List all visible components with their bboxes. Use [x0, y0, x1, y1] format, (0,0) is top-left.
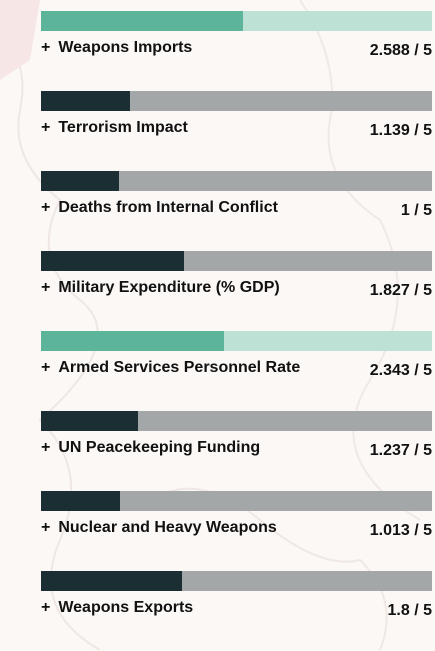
score-bar-fill — [41, 251, 184, 271]
score-bar — [41, 171, 432, 191]
indicator-armed-services-personnel[interactable]: + Armed Services Personnel Rate 2.343 / 5 — [41, 331, 432, 411]
indicator-score: 1 / 5 — [400, 202, 432, 219]
indicator-row: + Military Expenditure (% GDP) 1.827 / 5 — [41, 279, 432, 299]
indicator-label-text: Weapons Imports — [58, 39, 193, 56]
indicator-label[interactable]: + Deaths from Internal Conflict — [41, 199, 278, 217]
score-bar — [41, 11, 432, 31]
indicator-score: 1.013 / 5 — [369, 522, 432, 539]
indicator-score: 2.588 / 5 — [369, 42, 432, 59]
plus-icon[interactable]: + — [41, 599, 51, 616]
score-bar — [41, 91, 432, 111]
indicator-military-expenditure[interactable]: + Military Expenditure (% GDP) 1.827 / 5 — [41, 251, 432, 331]
indicator-label-text: Nuclear and Heavy Weapons — [58, 519, 277, 536]
plus-icon[interactable]: + — [41, 39, 51, 56]
plus-icon[interactable]: + — [41, 279, 51, 296]
indicator-score: 1.237 / 5 — [369, 442, 432, 459]
indicator-score: 1.827 / 5 — [369, 282, 432, 299]
indicator-label[interactable]: + Armed Services Personnel Rate — [41, 359, 300, 377]
indicator-label[interactable]: + Military Expenditure (% GDP) — [41, 279, 280, 297]
indicator-list: + Weapons Imports 2.588 / 5 + Terrorism Im… — [41, 11, 432, 651]
indicator-label-text: Armed Services Personnel Rate — [58, 359, 301, 376]
score-bar-fill — [41, 91, 131, 111]
indicator-label-text: Deaths from Internal Conflict — [58, 199, 278, 216]
score-bar-fill — [41, 11, 244, 31]
score-bar — [41, 491, 432, 511]
indicator-deaths-internal-conflict[interactable]: + Deaths from Internal Conflict 1 / 5 — [41, 171, 432, 251]
score-bar-fill — [41, 171, 120, 191]
indicator-label[interactable]: + Weapons Exports — [41, 599, 193, 617]
indicator-score: 2.343 / 5 — [369, 362, 432, 379]
indicator-row: + Weapons Exports 1.8 / 5 — [41, 599, 432, 619]
indicator-label[interactable]: + Weapons Imports — [41, 39, 192, 57]
indicator-score: 1.8 / 5 — [387, 602, 432, 619]
indicator-weapons-exports[interactable]: + Weapons Exports 1.8 / 5 — [41, 571, 432, 651]
indicator-un-peacekeeping-funding[interactable]: + UN Peacekeeping Funding 1.237 / 5 — [41, 411, 432, 491]
plus-icon[interactable]: + — [41, 439, 51, 456]
indicator-nuclear-heavy-weapons[interactable]: + Nuclear and Heavy Weapons 1.013 / 5 — [41, 491, 432, 571]
score-bar-fill — [41, 571, 182, 591]
indicator-label[interactable]: + UN Peacekeeping Funding — [41, 439, 260, 457]
indicator-label[interactable]: + Terrorism Impact — [41, 119, 188, 137]
indicator-terrorism-impact[interactable]: + Terrorism Impact 1.139 / 5 — [41, 91, 432, 171]
indicator-row: + Deaths from Internal Conflict 1 / 5 — [41, 199, 432, 219]
indicator-row: + UN Peacekeeping Funding 1.237 / 5 — [41, 439, 432, 459]
indicator-row: + Armed Services Personnel Rate 2.343 / 5 — [41, 359, 432, 379]
indicator-weapons-imports[interactable]: + Weapons Imports 2.588 / 5 — [41, 11, 432, 91]
plus-icon[interactable]: + — [41, 519, 51, 536]
plus-icon[interactable]: + — [41, 359, 51, 376]
indicator-label-text: Weapons Exports — [58, 599, 194, 616]
score-bar — [41, 571, 432, 591]
plus-icon[interactable]: + — [41, 199, 51, 216]
indicator-score: 1.139 / 5 — [369, 122, 432, 139]
score-bar — [41, 251, 432, 271]
score-bar-fill — [41, 491, 121, 511]
indicator-row: + Nuclear and Heavy Weapons 1.013 / 5 — [41, 519, 432, 539]
indicator-row: + Weapons Imports 2.588 / 5 — [41, 39, 432, 59]
indicator-label-text: Military Expenditure (% GDP) — [58, 279, 280, 296]
score-bar-fill — [41, 331, 225, 351]
indicator-row: + Terrorism Impact 1.139 / 5 — [41, 119, 432, 139]
indicator-label-text: Terrorism Impact — [58, 119, 188, 136]
indicator-label[interactable]: + Nuclear and Heavy Weapons — [41, 519, 277, 537]
score-bar — [41, 411, 432, 431]
indicator-label-text: UN Peacekeeping Funding — [58, 439, 261, 456]
score-bar — [41, 331, 432, 351]
score-bar-fill — [41, 411, 138, 431]
plus-icon[interactable]: + — [41, 119, 51, 136]
